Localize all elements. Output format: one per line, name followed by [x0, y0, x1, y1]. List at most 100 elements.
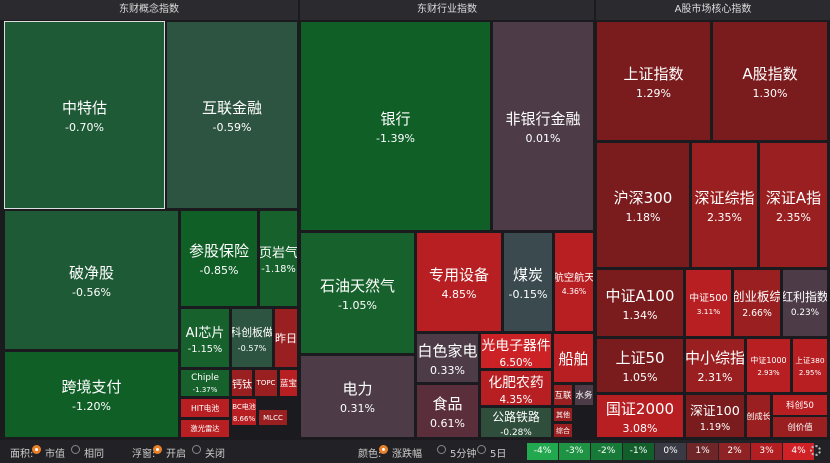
tile-name: 上证指数 [623, 64, 684, 83]
tile[interactable]: MLCC [258, 409, 288, 426]
tile[interactable]: 水务 [574, 384, 594, 406]
tile[interactable]: AI芯片 -1.15% [180, 308, 230, 368]
tile-name: 石油天然气 [319, 276, 395, 295]
tile-name: 中特估 [61, 98, 107, 117]
tile-name: 综合 [556, 426, 570, 435]
tile[interactable]: 上证50 1.05% [596, 338, 684, 393]
tile[interactable]: 红利指数 0.23% [782, 269, 828, 337]
tile-change: -0.57% [237, 342, 267, 353]
radio[interactable] [153, 445, 162, 454]
tile[interactable]: 食品 0.61% [416, 384, 479, 438]
tile-name: 其他 [556, 410, 570, 419]
tile[interactable]: 航空航天 4.36% [554, 232, 594, 332]
tile[interactable]: Chiple -1.37% [180, 369, 230, 397]
tile[interactable]: 深证综指 2.35% [691, 142, 758, 268]
panel-title: A股市场核心指数 [596, 0, 830, 20]
tile-name: 深证A指 [765, 188, 822, 207]
tile-change: 4.35% [499, 393, 533, 406]
tile-change: 1.19% [699, 421, 731, 433]
tile-change: -1.39% [376, 131, 415, 145]
toolbar: 面积: 市值 相同 浮窗: 开启 关闭 颜色: 涨跌幅 5分钟 5日 -4% -3% -2% -1% 0% 1… [0, 440, 830, 463]
tile[interactable]: 上证指数 1.29% [596, 21, 711, 141]
tile[interactable]: 专用设备 4.85% [416, 232, 502, 332]
control-option[interactable]: 5日 [490, 449, 507, 460]
tile-name: 蓝宝 [280, 379, 298, 389]
tile[interactable]: 昨日 [274, 308, 298, 368]
control-option[interactable]: 5分钟 [450, 449, 477, 460]
tile[interactable]: 创价值 [772, 416, 828, 438]
tile[interactable]: 创成长 [746, 394, 771, 438]
tile[interactable]: 互联 [553, 384, 573, 406]
tile[interactable]: 船舶 [553, 333, 594, 383]
tile[interactable]: 页岩气 -1.18% [259, 210, 298, 307]
tile[interactable]: 深证100 1.19% [685, 394, 745, 438]
tile[interactable]: 破净股 -0.56% [4, 210, 179, 350]
tile[interactable]: 化肥农药 4.35% [480, 370, 552, 406]
control-option[interactable]: 市值 [45, 449, 65, 460]
radio[interactable] [379, 445, 388, 454]
tile-change: 3.08% [622, 421, 658, 435]
radio[interactable] [192, 445, 201, 454]
tile[interactable]: 互联金融 -0.59% [166, 21, 298, 209]
tile-change: 2.93% [757, 368, 780, 377]
tile[interactable]: 沪深300 1.18% [596, 142, 690, 268]
control-option[interactable]: 涨跌幅 [392, 449, 422, 460]
tile-name: A股指数 [742, 64, 798, 83]
tile-name: 航空航天 [554, 271, 594, 284]
tile[interactable]: 其他 [553, 407, 573, 422]
legend-swatch: -4% [527, 443, 558, 460]
tile[interactable]: 中证1000 2.93% [746, 338, 791, 393]
tile[interactable]: 上证380 2.95% [792, 338, 828, 393]
tile-name: 煤炭 [512, 265, 543, 284]
tile-name: 光电子器件 [481, 337, 551, 354]
tile-name: 创业板综 [733, 289, 781, 304]
tile[interactable]: A股指数 1.30% [712, 21, 828, 141]
tile-change: -1.18% [261, 264, 296, 275]
tile[interactable]: 光电子器件 6.50% [480, 333, 552, 369]
tile[interactable]: 银行 -1.39% [300, 21, 491, 231]
tile[interactable]: 激光雷达 [180, 419, 230, 438]
control-option[interactable]: 开启 [166, 449, 186, 460]
radio[interactable] [437, 445, 446, 454]
tile[interactable]: 科创板做 -0.57% [231, 308, 273, 368]
tile[interactable]: 综合 [553, 423, 573, 438]
tile[interactable]: 创业板综 2.66% [733, 269, 781, 337]
tile[interactable]: 中特估 -0.70% [4, 21, 165, 209]
tile[interactable]: BC电池 8.66% [231, 398, 257, 426]
tile[interactable]: 参股保险 -0.85% [180, 210, 258, 307]
tile[interactable]: 白色家电 0.33% [416, 333, 479, 383]
tile[interactable]: 公路铁路 -0.28% [480, 407, 552, 438]
tile-name: 跨境支付 [61, 378, 122, 396]
tile[interactable]: 电力 0.31% [300, 355, 415, 438]
control-option[interactable]: 关闭 [205, 449, 225, 460]
tile[interactable]: 中证500 3.11% [685, 269, 732, 337]
tile-name: 白色家电 [417, 341, 478, 360]
radio[interactable] [71, 445, 80, 454]
tile[interactable]: 跨境支付 -1.20% [4, 351, 179, 438]
radio[interactable] [477, 445, 486, 454]
radio[interactable] [32, 445, 41, 454]
tile-change: -0.70% [65, 120, 104, 134]
tile-change: 1.05% [622, 371, 658, 384]
tile[interactable]: 蓝宝 [279, 369, 298, 397]
tile[interactable]: 非银行金融 0.01% [492, 21, 594, 231]
tile-name: 激光雷达 [190, 423, 220, 433]
tile[interactable]: HIT电池 [180, 398, 230, 418]
tile[interactable]: 中小综指 2.31% [685, 338, 745, 393]
tile-name: 破净股 [68, 263, 114, 282]
tile[interactable]: TOPC [254, 369, 278, 397]
tile[interactable]: 深证A指 2.35% [759, 142, 828, 268]
tile[interactable]: 煤炭 -0.15% [503, 232, 553, 332]
control-option[interactable]: 相同 [84, 449, 104, 460]
tile-change: -0.85% [199, 264, 239, 277]
tile-change: 4.36% [561, 286, 587, 296]
tile[interactable]: 石油天然气 -1.05% [300, 232, 415, 354]
tile[interactable]: 钙钛 [231, 369, 253, 397]
tile-name: 上证50 [615, 349, 665, 367]
legend-swatch: 4% [783, 443, 814, 460]
settings-icon[interactable] [810, 445, 821, 456]
tile[interactable]: 中证A100 1.34% [596, 269, 684, 337]
tile[interactable]: 国证2000 3.08% [596, 394, 684, 438]
tile-name: TOPC [256, 379, 276, 387]
tile[interactable]: 科创50 [772, 394, 828, 416]
